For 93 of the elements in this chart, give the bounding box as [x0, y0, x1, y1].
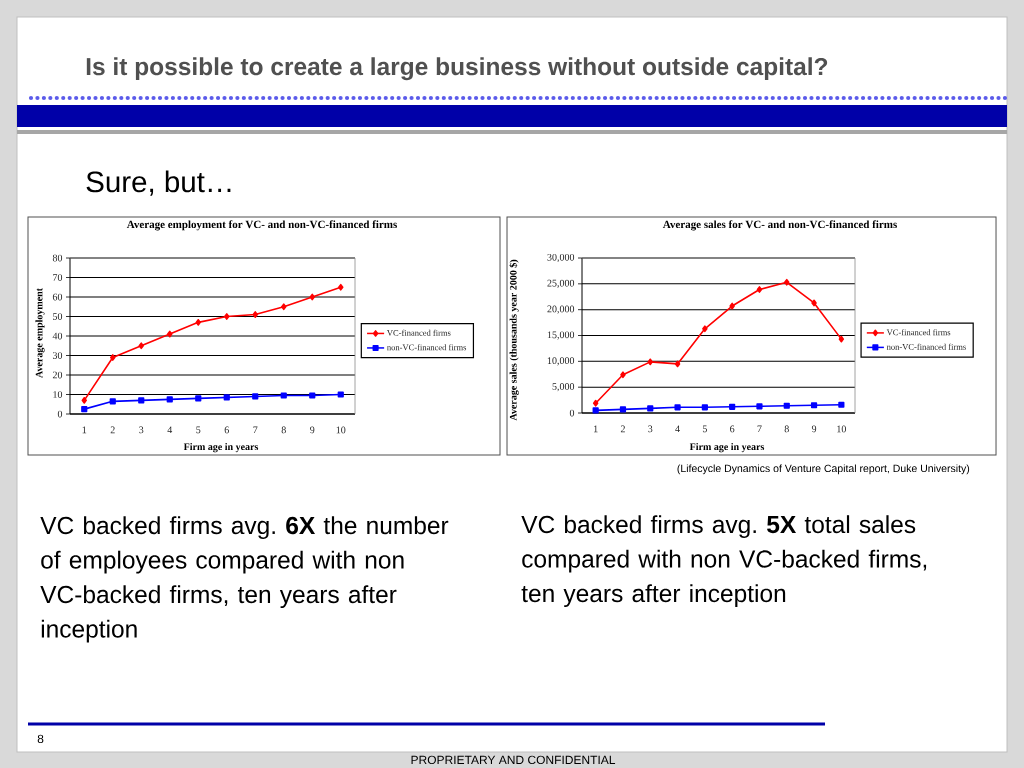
- point: [195, 395, 202, 402]
- y-tick-label: 80: [52, 254, 63, 262]
- point: [647, 405, 654, 412]
- y-tick-label: 30: [52, 352, 63, 359]
- x-tick-label: 1: [594, 425, 598, 433]
- x-tick-label: 10: [336, 426, 346, 434]
- x-axis-title: Firm age in years: [689, 443, 765, 453]
- x-tick-label: 9: [811, 425, 817, 433]
- point: [647, 358, 654, 366]
- y-tick-label: 25,000: [547, 279, 575, 288]
- y-tick-label: 5,000: [552, 383, 575, 392]
- point: [110, 354, 116, 361]
- x-tick-label: 3: [648, 425, 653, 433]
- legend-label: VC-financed firms: [386, 329, 451, 336]
- y-tick-label: 30,000: [547, 253, 575, 263]
- point: [701, 404, 708, 411]
- point: [252, 393, 259, 400]
- y-tick-label: 10,000: [547, 357, 575, 366]
- point: [783, 402, 790, 409]
- y-axis-title: Average sales (thousands year 2000 $): [509, 259, 519, 421]
- y-tick-label: 15,000: [547, 331, 575, 340]
- chart-title: Average sales for VC- and non-VC-financed firms: [662, 220, 897, 231]
- x-tick-label: 9: [310, 426, 315, 434]
- x-tick-label: 1: [82, 426, 87, 434]
- text: (Lifecycle Dynamics of Venture Capital report, Duke University): [677, 464, 970, 475]
- y-tick-label: 70: [53, 274, 63, 281]
- x-tick-label: 8: [281, 426, 286, 434]
- x-tick-label: 6: [730, 425, 735, 433]
- point: [592, 399, 599, 407]
- y-tick-label: 10: [53, 391, 63, 398]
- y-tick-label: 20: [52, 371, 63, 379]
- x-tick-label: 2: [110, 426, 115, 434]
- text: VC backed firms avg. 5X total sales compared with non VC-backed firms, ten years after inception: [521, 515, 927, 608]
- point: [620, 371, 626, 379]
- point: [729, 403, 736, 410]
- x-axis-title: Firm age in years: [183, 443, 259, 453]
- y-tick-label: 0: [569, 409, 575, 417]
- point: [838, 335, 845, 343]
- text: PROPRIETARY AND CONFIDENTIAL: [411, 755, 616, 765]
- x-tick-label: 7: [253, 426, 258, 434]
- y-axis-title: Average employment: [35, 288, 45, 378]
- point: [674, 404, 681, 411]
- point: [756, 286, 763, 293]
- text: Is it possible to create a large business without outside capital?: [86, 57, 828, 81]
- x-tick-label: 10: [837, 425, 846, 433]
- point: [281, 303, 287, 311]
- x-tick-label: 4: [675, 425, 680, 433]
- point: [674, 360, 681, 368]
- point: [166, 396, 173, 403]
- point: [811, 299, 817, 307]
- point: [81, 406, 88, 413]
- point: [337, 391, 344, 398]
- point: [167, 330, 173, 338]
- legend-label: non-VC-financed firms: [387, 344, 467, 351]
- x-tick-label: 4: [167, 426, 173, 434]
- point: [756, 403, 763, 410]
- point: [784, 278, 790, 286]
- point: [309, 392, 316, 399]
- legend-label: non-VC-financed firms: [886, 343, 966, 350]
- x-tick-label: 6: [224, 426, 229, 434]
- point: [280, 392, 287, 399]
- x-tick-label: 7: [757, 425, 762, 433]
- point: [619, 406, 627, 413]
- y-tick-label: 50: [53, 313, 63, 320]
- y-tick-label: 0: [57, 410, 63, 418]
- point: [81, 396, 87, 404]
- x-tick-label: 5: [196, 426, 201, 434]
- point: [338, 283, 344, 291]
- x-tick-label: 8: [784, 425, 789, 433]
- point: [195, 318, 202, 326]
- point: [138, 397, 145, 404]
- x-tick-label: 2: [620, 425, 625, 433]
- text: Sure, but…: [86, 170, 231, 196]
- chart-title: Average employment for VC- and non-VC-financed firms: [126, 220, 397, 231]
- point: [729, 302, 735, 310]
- x-tick-label: 5: [702, 425, 707, 433]
- point: [702, 325, 708, 333]
- point: [138, 342, 144, 350]
- point: [224, 313, 230, 320]
- legend-label: VC-financed firms: [886, 329, 951, 336]
- text: 8: [37, 734, 44, 744]
- point: [109, 398, 116, 405]
- point: [838, 401, 845, 408]
- x-tick-label: 3: [139, 426, 144, 434]
- y-tick-label: 60: [52, 293, 63, 301]
- point: [252, 311, 259, 318]
- point: [592, 407, 599, 414]
- point: [223, 394, 230, 401]
- y-tick-label: 40: [52, 332, 63, 340]
- point: [309, 293, 316, 301]
- text: VC backed firms avg. 6X the number of employees compared with non VC-backed firms, ten years after inception: [40, 516, 449, 643]
- y-tick-label: 20,000: [547, 305, 575, 314]
- point: [810, 402, 818, 409]
